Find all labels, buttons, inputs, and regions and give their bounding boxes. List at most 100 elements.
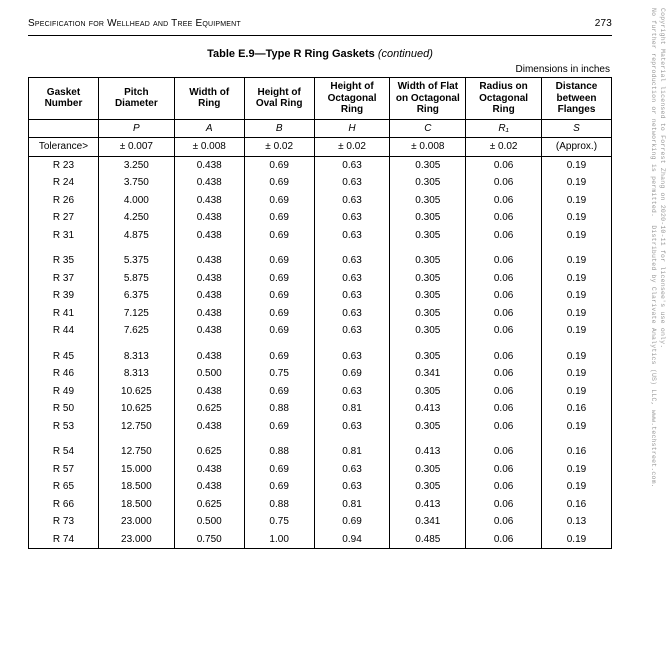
col-tolerance: ± 0.008 — [390, 138, 466, 157]
table-row: R 314.8750.4380.690.630.3050.060.19 — [29, 227, 612, 245]
table-cell: 0.19 — [541, 192, 611, 210]
table-row: R 7323.0000.5000.750.690.3410.060.13 — [29, 513, 612, 531]
col-tolerance: (Approx.) — [541, 138, 611, 157]
table-cell: 0.06 — [466, 418, 542, 436]
table-cell: 0.305 — [390, 227, 466, 245]
table-cell: 7.125 — [98, 305, 174, 323]
table-head: Gasket Number Pitch Diameter Width of Ri… — [29, 78, 612, 157]
table-cell: 0.305 — [390, 174, 466, 192]
table-cell: 0.305 — [390, 348, 466, 366]
header-row: Gasket Number Pitch Diameter Width of Ri… — [29, 78, 612, 120]
table-cell: 0.625 — [174, 400, 244, 418]
table-cell: 0.13 — [541, 513, 611, 531]
table-cell: 0.438 — [174, 156, 244, 174]
table-cell: 0.69 — [244, 418, 314, 436]
table-cell: 0.438 — [174, 287, 244, 305]
table-row: R 417.1250.4380.690.630.3050.060.19 — [29, 305, 612, 323]
table-cell: 4.000 — [98, 192, 174, 210]
separator-cell — [541, 340, 611, 348]
table-cell: R 57 — [29, 461, 99, 479]
table-cell: 4.875 — [98, 227, 174, 245]
table-cell: 6.375 — [98, 287, 174, 305]
table-cell: 0.305 — [390, 270, 466, 288]
table-cell: 8.313 — [98, 348, 174, 366]
table-cell: 0.63 — [314, 227, 390, 245]
table-cell: 4.250 — [98, 209, 174, 227]
table-cell: 0.63 — [314, 287, 390, 305]
table-row: R 375.8750.4380.690.630.3050.060.19 — [29, 270, 612, 288]
table-cell: 0.305 — [390, 461, 466, 479]
table-cell: 0.69 — [244, 209, 314, 227]
table-title: Table E.9—Type R Ring Gaskets (continued… — [28, 48, 612, 60]
table-title-main: Table E.9—Type R Ring Gaskets — [207, 48, 375, 60]
separator-cell — [541, 244, 611, 252]
table-cell: R 73 — [29, 513, 99, 531]
symbol-row: P A B H C R₁ S — [29, 119, 612, 138]
table-cell: 0.63 — [314, 322, 390, 340]
table-cell: R 54 — [29, 443, 99, 461]
table-cell: 0.06 — [466, 400, 542, 418]
group-separator — [29, 435, 612, 443]
table-cell: 0.438 — [174, 383, 244, 401]
table-cell: R 31 — [29, 227, 99, 245]
table-cell: 0.88 — [244, 443, 314, 461]
col-symbol: R₁ — [466, 119, 542, 138]
table-cell: 0.341 — [390, 365, 466, 383]
col-symbol: A — [174, 119, 244, 138]
table-cell: 5.875 — [98, 270, 174, 288]
table-cell: R 39 — [29, 287, 99, 305]
table-cell: 0.16 — [541, 443, 611, 461]
table-cell: 0.305 — [390, 305, 466, 323]
table-cell: 0.438 — [174, 227, 244, 245]
table-cell: 0.438 — [174, 348, 244, 366]
col-symbol: C — [390, 119, 466, 138]
table-cell: 0.63 — [314, 478, 390, 496]
running-head: Specification for Wellhead and Tree Equi… — [28, 18, 612, 36]
table-cell: 0.19 — [541, 270, 611, 288]
table-cell: 0.19 — [541, 478, 611, 496]
table-cell: R 46 — [29, 365, 99, 383]
document-page: Specification for Wellhead and Tree Equi… — [0, 0, 640, 569]
page-number: 273 — [595, 18, 612, 29]
separator-cell — [314, 244, 390, 252]
table-row: R 355.3750.4380.690.630.3050.060.19 — [29, 252, 612, 270]
table-cell: R 35 — [29, 252, 99, 270]
table-cell: 0.06 — [466, 270, 542, 288]
table-cell: 0.88 — [244, 400, 314, 418]
table-cell: 15.000 — [98, 461, 174, 479]
table-cell: 12.750 — [98, 443, 174, 461]
separator-cell — [466, 435, 542, 443]
table-cell: 0.438 — [174, 174, 244, 192]
table-cell: R 37 — [29, 270, 99, 288]
separator-cell — [466, 340, 542, 348]
separator-cell — [174, 244, 244, 252]
table-cell: 0.19 — [541, 174, 611, 192]
table-cell: R 66 — [29, 496, 99, 514]
table-cell: 0.413 — [390, 400, 466, 418]
table-cell: 0.06 — [466, 227, 542, 245]
col-tolerance: ± 0.008 — [174, 138, 244, 157]
table-cell: 0.500 — [174, 365, 244, 383]
table-cell: 0.500 — [174, 513, 244, 531]
col-header: Width of Ring — [174, 78, 244, 120]
table-cell: 0.438 — [174, 270, 244, 288]
table-cell: 0.06 — [466, 443, 542, 461]
table-cell: 0.305 — [390, 156, 466, 174]
table-cell: 0.69 — [244, 305, 314, 323]
table-cell: 0.63 — [314, 418, 390, 436]
table-cell: R 45 — [29, 348, 99, 366]
table-cell: 0.750 — [174, 531, 244, 549]
table-cell: 0.63 — [314, 348, 390, 366]
table-cell: 5.375 — [98, 252, 174, 270]
separator-cell — [174, 435, 244, 443]
gaskets-table: Gasket Number Pitch Diameter Width of Ri… — [28, 77, 612, 549]
table-cell: 7.625 — [98, 322, 174, 340]
table-cell: 0.69 — [244, 252, 314, 270]
table-cell: 0.69 — [244, 478, 314, 496]
table-cell: 0.06 — [466, 383, 542, 401]
table-cell: 10.625 — [98, 400, 174, 418]
table-cell: 0.438 — [174, 305, 244, 323]
table-row: R 458.3130.4380.690.630.3050.060.19 — [29, 348, 612, 366]
col-tolerance: ± 0.02 — [244, 138, 314, 157]
table-row: R 4910.6250.4380.690.630.3050.060.19 — [29, 383, 612, 401]
